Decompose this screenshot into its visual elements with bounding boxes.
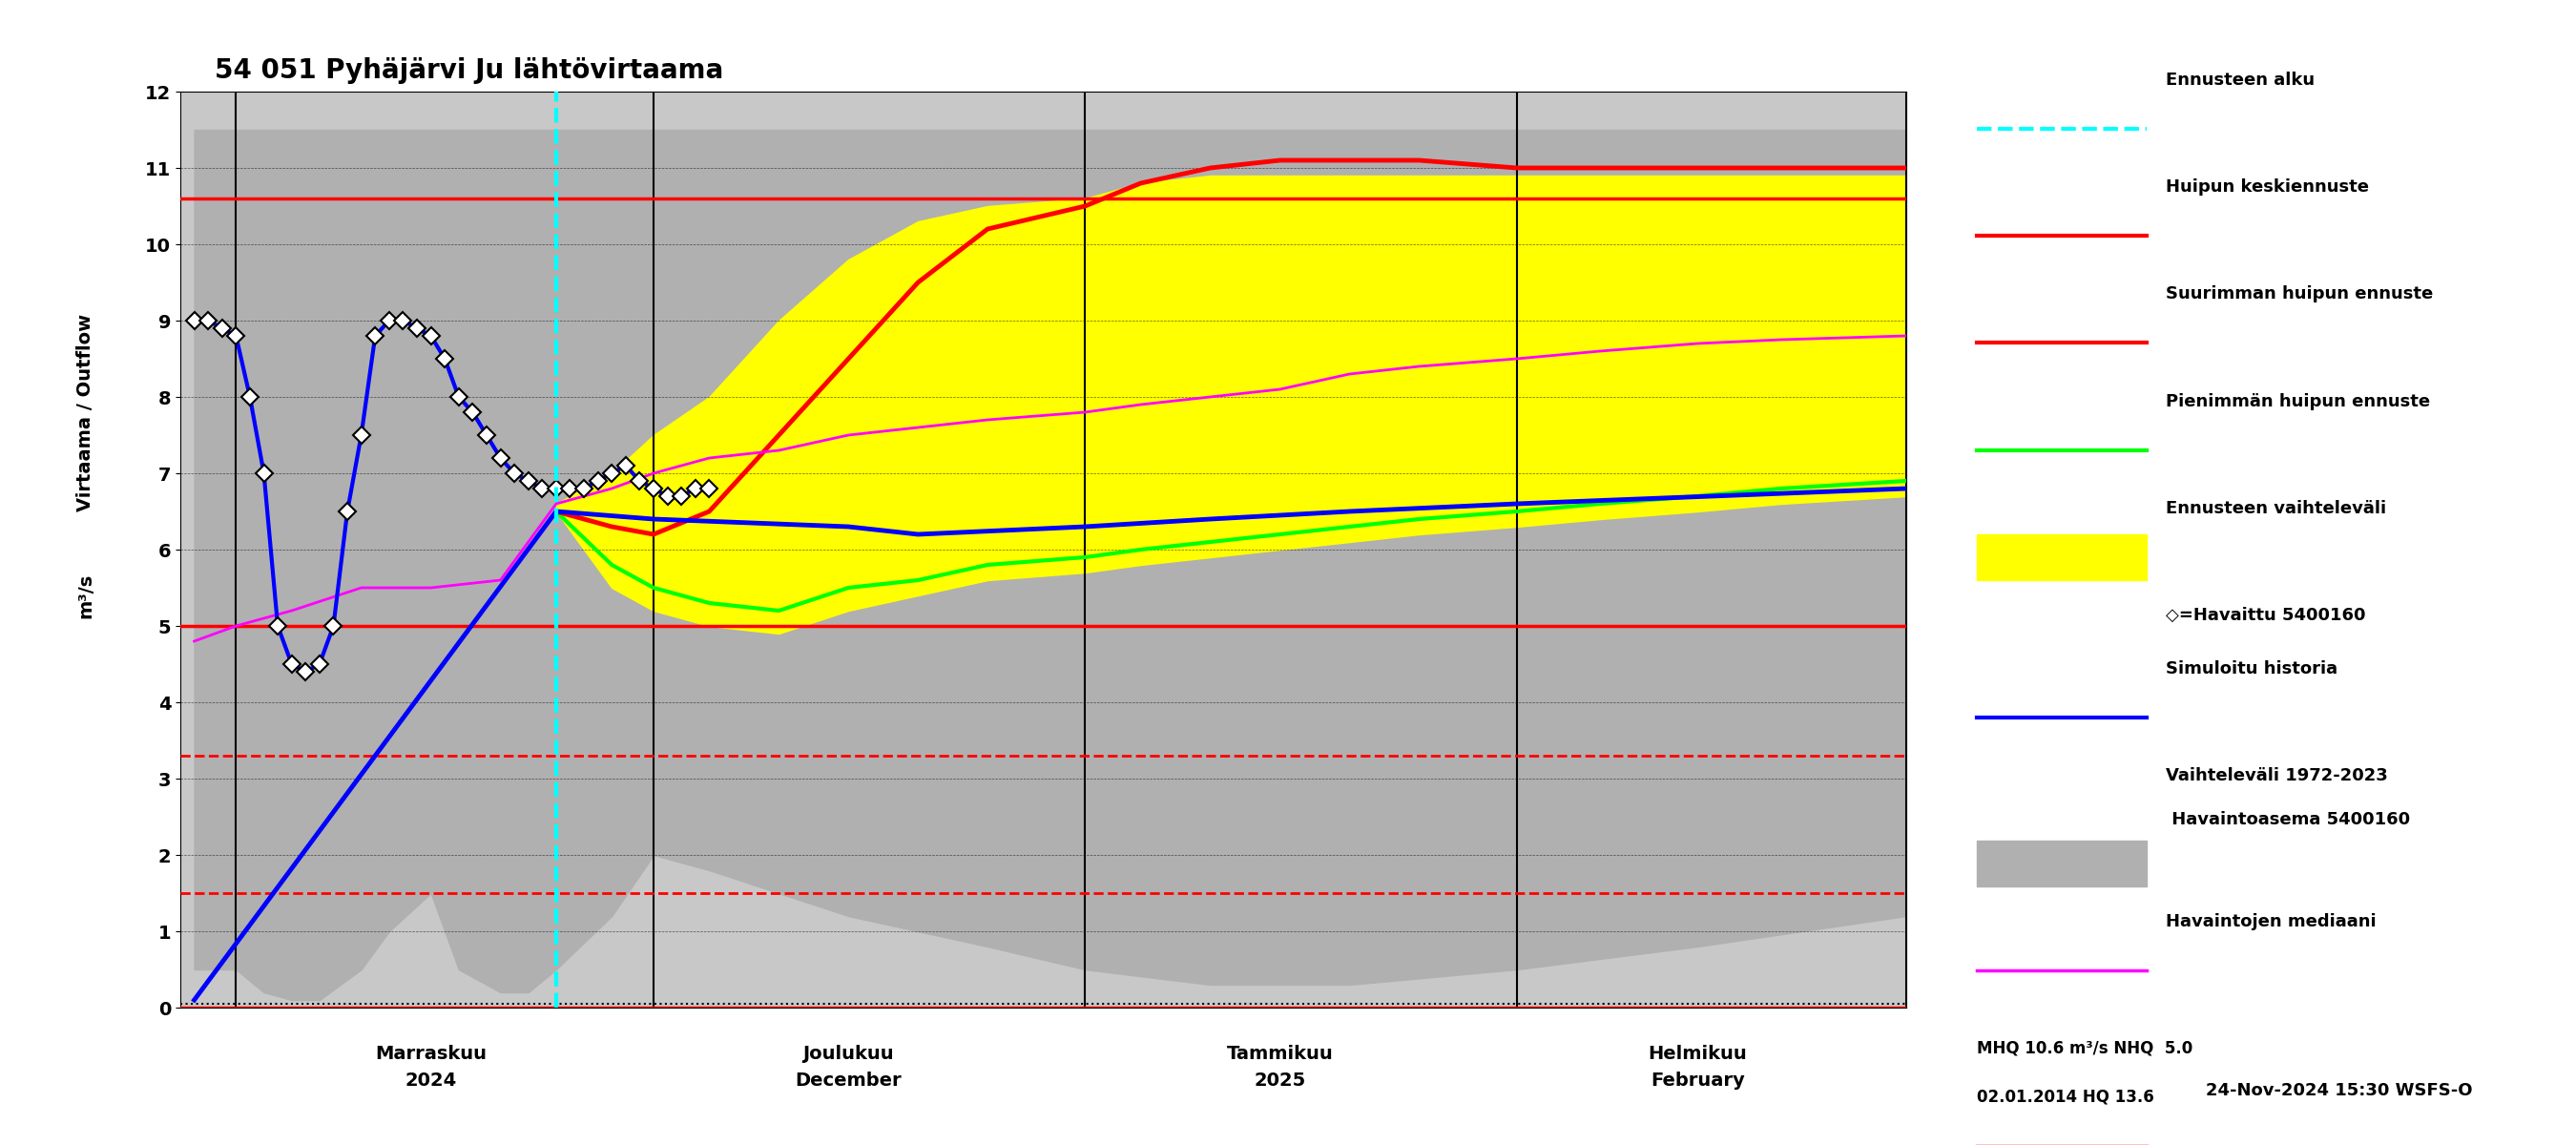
Text: 02.01.2014 HQ 13.6: 02.01.2014 HQ 13.6 (1976, 1089, 2154, 1106)
Text: 2024: 2024 (404, 1072, 456, 1089)
Text: ◇=Havaittu 5400160: ◇=Havaittu 5400160 (2166, 607, 2365, 624)
Text: Havaintojen mediaani: Havaintojen mediaani (2166, 914, 2375, 931)
Text: Havaintoasema 5400160: Havaintoasema 5400160 (2166, 811, 2411, 829)
Text: Simuloitu historia: Simuloitu historia (2166, 661, 2336, 678)
Text: 54 051 Pyhäjärvi Ju lähtövirtaama: 54 051 Pyhäjärvi Ju lähtövirtaama (214, 57, 724, 84)
Text: Marraskuu: Marraskuu (376, 1044, 487, 1063)
Text: Joulukuu: Joulukuu (804, 1044, 894, 1063)
Text: Ennusteen alku: Ennusteen alku (2166, 71, 2316, 88)
Text: 24-Nov-2024 15:30 WSFS-O: 24-Nov-2024 15:30 WSFS-O (2205, 1082, 2473, 1099)
Text: February: February (1651, 1072, 1744, 1089)
Text: Pienimmän huipun ennuste: Pienimmän huipun ennuste (2166, 393, 2429, 410)
Text: MHQ 10.6 m³/s NHQ  5.0: MHQ 10.6 m³/s NHQ 5.0 (1976, 1040, 2192, 1057)
Text: December: December (796, 1072, 902, 1089)
Text: Virtaama / Outflow: Virtaama / Outflow (77, 314, 95, 511)
Text: Helmikuu: Helmikuu (1649, 1044, 1747, 1063)
Text: m³/s: m³/s (77, 572, 95, 618)
Text: 2025: 2025 (1255, 1072, 1306, 1089)
Text: Vaihteleväli 1972-2023: Vaihteleväli 1972-2023 (2166, 767, 2388, 784)
Text: Ennusteen vaihteleväli: Ennusteen vaihteleväli (2166, 499, 2385, 518)
Text: Huipun keskiennuste: Huipun keskiennuste (2166, 179, 2370, 196)
Text: Tammikuu: Tammikuu (1226, 1044, 1334, 1063)
Text: Suurimman huipun ennuste: Suurimman huipun ennuste (2166, 285, 2434, 302)
